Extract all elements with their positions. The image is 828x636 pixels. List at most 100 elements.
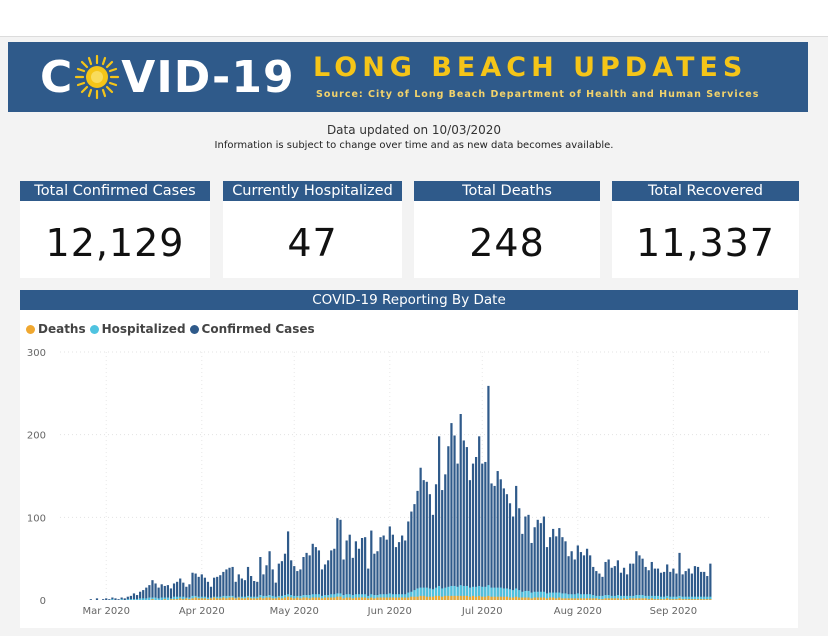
bar-confirmed-cases [376, 551, 379, 600]
bar-deaths [280, 598, 284, 600]
bar-confirmed-cases [160, 584, 163, 600]
bar-confirmed-cases [274, 582, 277, 600]
bar-confirmed-cases [582, 555, 586, 600]
bar-hospitalized [293, 595, 296, 600]
bar-confirmed-cases [425, 481, 428, 600]
bar-deaths [243, 598, 247, 600]
bar-confirmed-cases [401, 535, 404, 600]
bar-deaths [419, 595, 422, 600]
bar-confirmed-cases [428, 494, 431, 600]
bar-hospitalized [274, 596, 277, 600]
bar-confirmed-cases [256, 581, 259, 600]
bar-confirmed-cases [703, 571, 706, 600]
bar-confirmed-cases [129, 595, 132, 600]
bar-deaths [601, 599, 604, 600]
bar-hospitalized [592, 595, 595, 600]
bar-confirmed-cases [391, 534, 394, 600]
x-tick-label: Mar 2020 [82, 606, 130, 617]
bar-confirmed-cases [197, 576, 200, 600]
bar-deaths [246, 597, 250, 600]
bar-hospitalized [391, 594, 394, 600]
bar-confirmed-cases [604, 561, 607, 600]
legend-label: Hospitalized [101, 322, 186, 336]
bar-hospitalized [176, 596, 179, 600]
bar-confirmed-cases [663, 571, 666, 600]
bar-confirmed-cases [564, 541, 567, 600]
bar-confirmed-cases [619, 572, 623, 600]
legend-item-confirmed[interactable]: Confirmed Cases [189, 322, 315, 336]
bar-hospitalized [647, 595, 650, 600]
bar-hospitalized [397, 594, 401, 600]
bar-confirmed-cases [626, 574, 629, 600]
bar-hospitalized [598, 595, 601, 600]
bar-confirmed-cases [478, 436, 481, 600]
bar-confirmed-cases [706, 576, 709, 600]
bar-hospitalized [656, 595, 660, 600]
bar-hospitalized [607, 595, 610, 600]
bar-confirmed-cases [290, 560, 293, 600]
bar-deaths [687, 599, 690, 600]
bar-confirmed-cases [459, 414, 462, 600]
bar-deaths [573, 598, 576, 600]
bar-confirmed-cases [672, 568, 675, 600]
legend-item-hospitalized[interactable]: Hospitalized [89, 322, 186, 336]
bar-hospitalized [610, 595, 613, 600]
bar-confirmed-cases [696, 566, 700, 600]
banner-source: Source: City of Long Beach Department of… [316, 89, 760, 100]
bar-confirmed-cases [367, 568, 370, 600]
bar-hospitalized [203, 596, 206, 600]
bar-deaths [545, 598, 549, 600]
bar-hospitalized [548, 592, 552, 600]
bar-confirmed-cases [589, 555, 592, 600]
bar-deaths [490, 596, 493, 600]
bar-deaths [539, 597, 542, 600]
legend-label: Deaths [38, 322, 86, 336]
bar-deaths [650, 598, 653, 600]
bar-hospitalized [709, 596, 712, 600]
bar-confirmed-cases [373, 553, 376, 600]
bar-hospitalized [487, 585, 490, 600]
bar-confirmed-cases [659, 572, 663, 600]
bar-hospitalized [364, 594, 367, 600]
bar-deaths [579, 598, 583, 600]
bar-confirmed-cases [302, 557, 305, 600]
chart-title: COVID-19 Reporting By Date [20, 290, 798, 310]
bar-deaths [548, 597, 552, 600]
legend-item-deaths[interactable]: Deaths [26, 322, 86, 336]
bar-hospitalized [678, 595, 681, 600]
bar-deaths [388, 597, 391, 600]
bar-deaths [656, 599, 660, 600]
bar-confirmed-cases [259, 557, 262, 600]
legend-dot [189, 324, 199, 334]
bar-deaths [425, 596, 428, 600]
bar-deaths [709, 599, 712, 600]
bar-hospitalized [182, 596, 185, 600]
bar-hospitalized [638, 595, 641, 600]
bar-deaths [176, 599, 179, 600]
bar-deaths [185, 598, 188, 600]
bar-hospitalized [530, 592, 533, 600]
bar-confirmed-cases [422, 480, 425, 600]
bar-confirmed-cases [539, 523, 542, 600]
card-value: 47 [287, 221, 338, 265]
bar-deaths [438, 595, 441, 600]
covid-logo: C VID-19 [40, 52, 295, 103]
bar-deaths [394, 597, 398, 600]
bar-hospitalized [416, 588, 419, 600]
bar-hospitalized [320, 595, 324, 600]
bar-confirmed-cases [188, 584, 191, 600]
bar-confirmed-cases [228, 567, 231, 600]
bar-confirmed-cases [638, 555, 641, 600]
bar-hospitalized [299, 595, 302, 600]
bar-confirmed-cases [357, 548, 361, 600]
bar-hospitalized [576, 593, 579, 600]
card-total-deaths: Total Deaths 248 [414, 181, 600, 278]
bar-confirmed-cases [487, 385, 490, 600]
bar-confirmed-cases [468, 480, 472, 600]
bar-confirmed-cases [536, 519, 539, 600]
bar-confirmed-cases [548, 537, 552, 600]
bar-confirmed-cases [438, 436, 441, 600]
bar-deaths [416, 596, 419, 600]
bar-deaths [391, 597, 394, 600]
bar-confirmed-cases [354, 541, 358, 600]
